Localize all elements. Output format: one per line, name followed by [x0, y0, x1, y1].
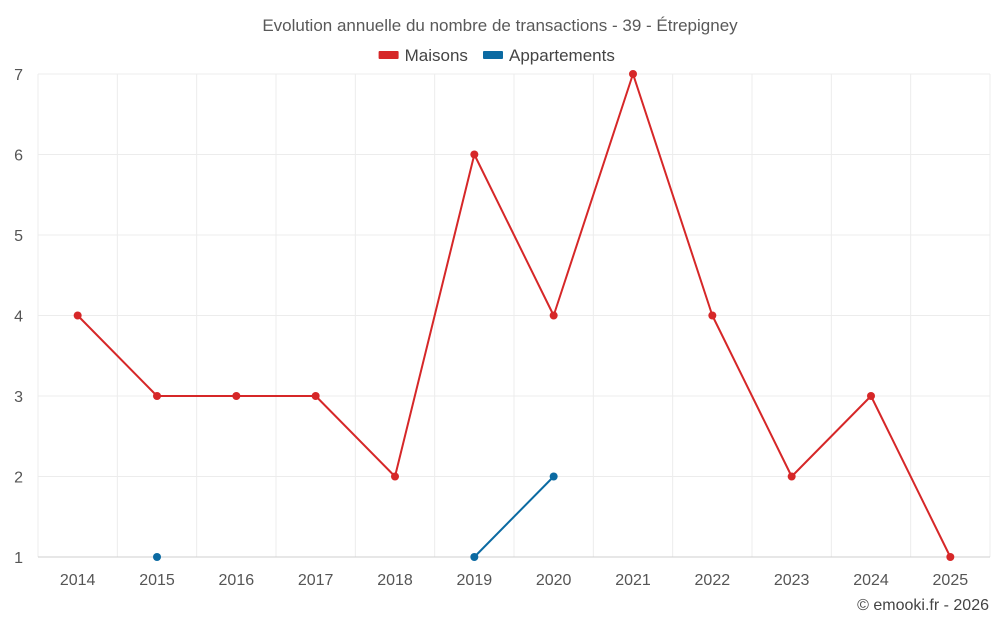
data-point-maisons	[311, 392, 320, 400]
x-tick-label: 2020	[536, 572, 572, 589]
x-tick-label: 2019	[457, 572, 493, 589]
x-tick-label: 2017	[298, 572, 334, 589]
series-appartements	[153, 472, 558, 561]
grid	[37, 73, 991, 558]
legend-swatch-maisons	[378, 51, 399, 59]
data-point-maisons	[708, 311, 717, 320]
x-tick-label: 2014	[60, 572, 96, 589]
x-tick-label: 2023	[774, 572, 810, 589]
y-tick-label: 6	[14, 148, 23, 165]
data-point-maisons	[946, 553, 955, 561]
x-tick-label: 2018	[377, 572, 413, 589]
data-point-maisons	[629, 70, 637, 78]
data-point-appartements	[549, 472, 558, 481]
y-tick-label: 3	[14, 389, 23, 406]
data-point-maisons	[470, 150, 479, 159]
legend-item-appartements: Appartements	[483, 46, 615, 65]
credit-text: © emooki.fr - 2026	[857, 597, 989, 614]
y-axis: 1 2 3 4 5 6 7	[14, 67, 23, 567]
y-tick-label: 2	[14, 470, 23, 487]
data-point-maisons	[232, 392, 241, 400]
x-axis: 2014 2015 2016 2017 2018 2019 2020 2021 2022 2023…	[60, 572, 968, 589]
data-point-maisons	[867, 392, 875, 400]
y-tick-label: 7	[14, 67, 23, 84]
data-point-maisons	[153, 392, 161, 400]
x-tick-label: 2015	[139, 572, 175, 589]
legend-label-maisons: Maisons	[405, 46, 468, 65]
data-point-maisons	[549, 311, 558, 320]
series-maisons	[73, 70, 955, 561]
chart-title: Evolution annuelle du nombre de transact…	[262, 16, 738, 35]
x-tick-label: 2021	[615, 572, 651, 589]
series-layer	[73, 70, 955, 561]
legend-label-appartements: Appartements	[509, 46, 615, 65]
y-tick-label: 5	[14, 228, 23, 245]
y-tick-label: 4	[14, 309, 23, 326]
legend-swatch-appartements	[483, 51, 503, 59]
x-tick-label: 2025	[933, 572, 969, 589]
data-point-maisons	[73, 311, 82, 320]
data-point-maisons	[391, 472, 399, 481]
data-point-appartements	[470, 553, 479, 561]
series-line-appartements	[473, 475, 555, 558]
data-point-appartements	[153, 553, 161, 561]
legend: Maisons Appartements	[378, 46, 615, 65]
x-tick-label: 2016	[219, 572, 255, 589]
legend-item-maisons: Maisons	[378, 46, 468, 65]
series-line-maisons	[76, 73, 952, 558]
data-point-maisons	[787, 472, 796, 481]
x-tick-label: 2024	[853, 572, 889, 589]
x-tick-label: 2022	[695, 572, 731, 589]
y-tick-label: 1	[14, 550, 23, 567]
